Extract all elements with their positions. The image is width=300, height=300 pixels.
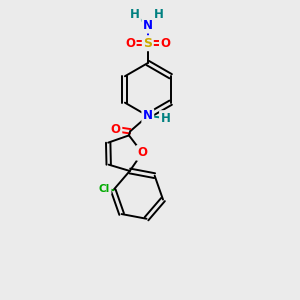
- Text: Cl: Cl: [99, 184, 110, 194]
- Text: O: O: [160, 37, 170, 50]
- Text: H: H: [130, 8, 140, 21]
- Text: H: H: [160, 112, 170, 124]
- Text: N: N: [143, 19, 153, 32]
- Text: H: H: [154, 8, 164, 21]
- Text: O: O: [137, 146, 147, 159]
- Text: S: S: [143, 37, 152, 50]
- Text: O: O: [111, 123, 121, 136]
- Text: N: N: [143, 110, 153, 122]
- Text: O: O: [125, 37, 135, 50]
